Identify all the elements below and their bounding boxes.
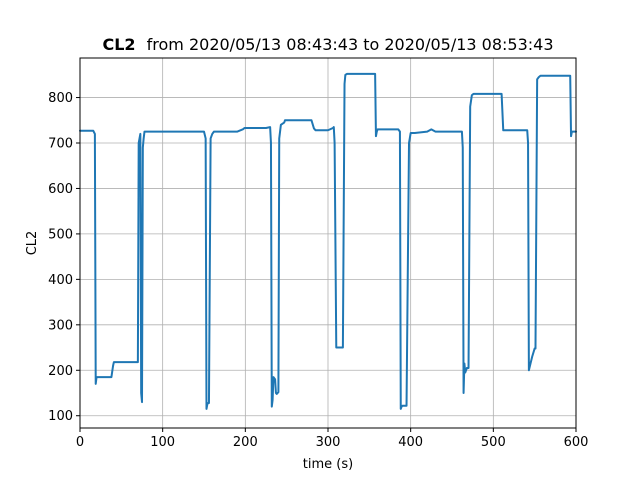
x-tick-label: 0: [76, 435, 84, 450]
y-tick-label: 300: [48, 318, 73, 333]
grid: [79, 58, 577, 428]
chart-title-rest: from 2020/05/13 08:43:43 to 2020/05/13 0…: [147, 35, 554, 54]
x-tick-label: 300: [316, 435, 341, 450]
x-axis-label: time (s): [303, 457, 353, 472]
y-tick-label: 200: [48, 364, 73, 379]
y-tick-label: 400: [48, 273, 73, 288]
y-tick-label: 600: [48, 182, 73, 197]
x-tick-label: 500: [481, 435, 506, 450]
chart-title-bold: CL2: [102, 35, 135, 54]
y-axis-label: CL2: [25, 231, 40, 256]
x-tick-label: 400: [398, 435, 423, 450]
y-tick-label: 100: [48, 409, 73, 424]
chart-title: CL2 from 2020/05/13 08:43:43 to 2020/05/…: [102, 35, 553, 54]
series-line: [79, 72, 577, 410]
x-tick-label: 100: [150, 435, 175, 450]
axis-ticks: 0 100 200 300 400 500 600100200300400500600700…: [48, 91, 588, 450]
y-tick-label: 700: [48, 137, 73, 152]
y-tick-label: 500: [48, 227, 73, 242]
x-tick-label: 200: [233, 435, 258, 450]
y-tick-label: 800: [48, 91, 73, 106]
plot-area: [79, 72, 577, 410]
x-tick-label: 600: [564, 435, 589, 450]
